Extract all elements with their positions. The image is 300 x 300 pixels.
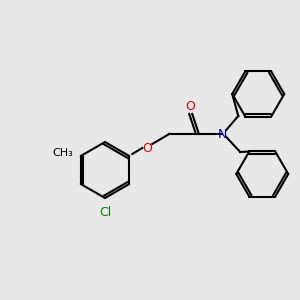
Text: O: O xyxy=(142,142,152,154)
Text: O: O xyxy=(185,100,195,112)
Text: CH₃: CH₃ xyxy=(52,148,73,158)
Text: N: N xyxy=(218,128,227,140)
Text: Cl: Cl xyxy=(99,206,111,219)
